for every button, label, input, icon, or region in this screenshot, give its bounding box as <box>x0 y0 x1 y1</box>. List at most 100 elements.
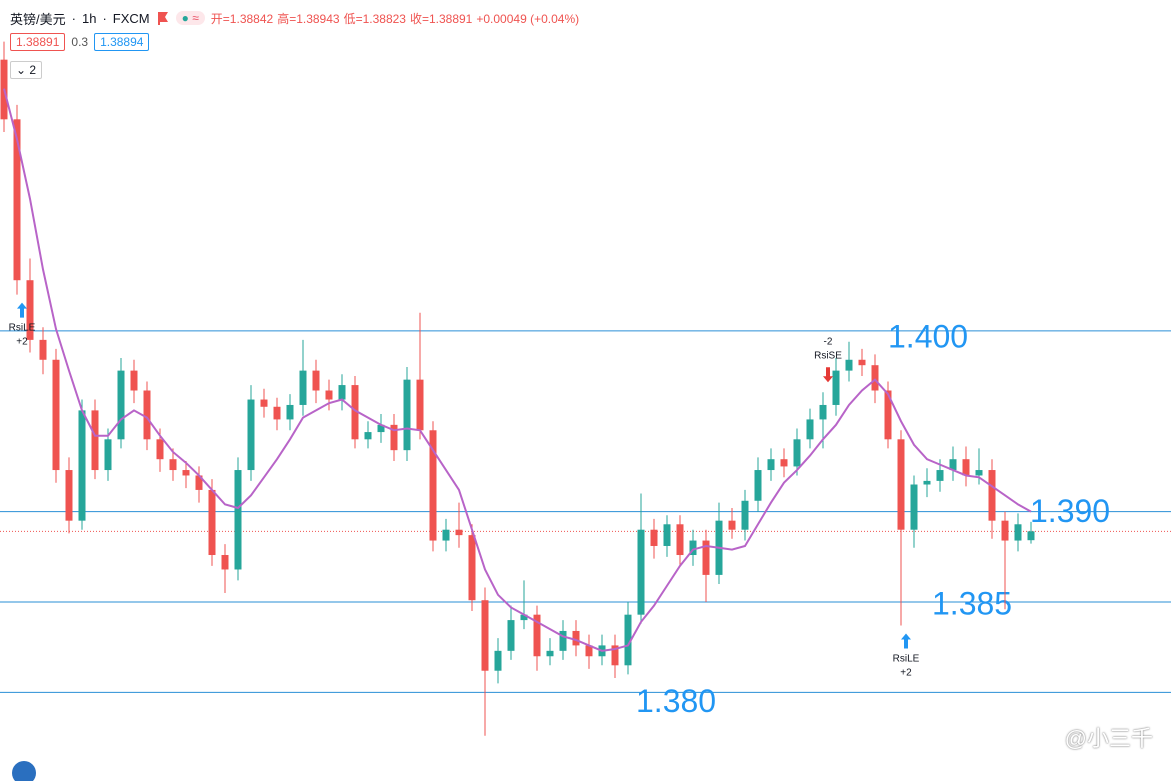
signal-name: RsiSE <box>814 350 842 361</box>
candle-body <box>312 370 320 391</box>
candle-body <box>832 370 840 405</box>
ohlc: 开=1.38842 高=1.38943 低=1.38823 收=1.38891 +0.0… <box>211 10 583 27</box>
candle-body <box>91 410 99 471</box>
candle-body <box>585 645 593 657</box>
candle-body <box>338 385 346 400</box>
watermark: @小三千 <box>1064 726 1153 751</box>
flag-icon[interactable] <box>156 11 170 25</box>
candle-body <box>78 410 86 521</box>
candle-body <box>936 470 944 481</box>
candle-body <box>65 470 73 521</box>
candle-body <box>871 365 879 391</box>
header: 英镑/美元 · 1h · FXCM ● ≈ 开=1.38842 高=1.38943 低=… <box>10 8 583 80</box>
candle-body <box>689 540 697 556</box>
signal-qty: -2 <box>824 336 833 347</box>
candle-body <box>572 630 580 646</box>
level-label: 1.400 <box>888 318 968 354</box>
candle-body <box>52 359 60 471</box>
candle-body <box>702 540 710 575</box>
candle-body <box>208 489 216 556</box>
candle-body <box>390 424 398 451</box>
ohlc-item: 开=1.38842 <box>210 11 274 26</box>
candle-body <box>767 459 775 471</box>
symbol-row: 英镑/美元 · 1h · FXCM ● ≈ 开=1.38842 高=1.38943 低=… <box>10 8 583 28</box>
candle-body <box>286 404 294 420</box>
symbol[interactable]: 英镑/美元 <box>10 11 66 27</box>
ohlc-item: 收=1.38891 <box>409 11 473 26</box>
quote-row: 1.38891 0.3 1.38894 <box>10 32 583 52</box>
candle-body <box>468 535 476 601</box>
collapse-row: ⌄ 2 <box>10 60 583 80</box>
signal-name: RsiLE <box>893 654 920 665</box>
candle-body <box>910 484 918 530</box>
candle-body <box>806 419 814 440</box>
interval[interactable]: 1h <box>81 10 97 26</box>
level-label: 1.390 <box>1030 493 1110 529</box>
candle-body <box>130 370 138 391</box>
candle-body <box>247 399 255 471</box>
candle-body <box>897 439 905 530</box>
candle-body <box>182 470 190 476</box>
candle-body <box>1027 531 1035 541</box>
candle-body <box>741 500 749 530</box>
bid[interactable]: 1.38891 <box>10 33 66 51</box>
source: FXCM <box>112 10 150 26</box>
candle-body <box>962 459 970 476</box>
candle-body <box>403 379 411 451</box>
spread: 0.3 <box>71 35 89 49</box>
level-label: 1.385 <box>932 585 1012 621</box>
candle-body <box>663 524 671 546</box>
candle-body <box>26 280 34 340</box>
candle-body <box>624 614 632 666</box>
candle-body <box>442 529 450 541</box>
candle-body <box>949 459 957 471</box>
sep: · <box>102 10 107 26</box>
candle-body <box>780 459 788 467</box>
candle-body <box>416 379 424 431</box>
signal-qty: +2 <box>900 668 912 679</box>
candle-body <box>156 439 164 460</box>
collapse-count: 2 <box>29 63 37 77</box>
candle-body <box>611 645 619 666</box>
candle-body <box>377 424 385 433</box>
candle-body <box>845 359 853 371</box>
candle-body <box>923 480 931 485</box>
level-label: 1.380 <box>636 683 716 719</box>
ask[interactable]: 1.38894 <box>94 33 150 51</box>
candle-body <box>39 339 47 360</box>
candle-body <box>559 630 567 651</box>
candle-body <box>351 385 359 440</box>
candle-body <box>728 520 736 530</box>
candle-body <box>455 529 463 536</box>
collapse-button[interactable]: ⌄ 2 <box>10 61 43 79</box>
candle-body <box>793 439 801 467</box>
candle-body <box>1001 520 1009 541</box>
candle-body <box>754 470 762 501</box>
sep: · <box>71 10 76 26</box>
candle-body <box>650 529 658 546</box>
candle-body <box>429 430 437 541</box>
candle-body <box>221 555 229 570</box>
candle-body <box>234 470 242 570</box>
candle-body <box>169 459 177 471</box>
candle-body <box>884 390 892 440</box>
candle-body <box>143 390 151 440</box>
status-pill[interactable]: ● ≈ <box>175 11 205 25</box>
candle-body <box>494 650 502 671</box>
candle-body <box>676 524 684 556</box>
candle-body <box>546 650 554 657</box>
candle-body <box>533 614 541 657</box>
candle-body <box>507 620 515 651</box>
candle-body <box>481 600 489 671</box>
candle-body <box>13 119 21 281</box>
ohlc-item: 高=1.38943 <box>277 11 340 26</box>
candle-body <box>364 432 372 440</box>
candle-body <box>325 390 333 400</box>
candle-body <box>819 404 827 420</box>
candle-body <box>520 614 528 621</box>
ohlc-item: +0.00049 (+0.04%) <box>476 11 580 26</box>
signal-qty: +2 <box>16 337 28 348</box>
candle-body <box>1014 524 1022 541</box>
